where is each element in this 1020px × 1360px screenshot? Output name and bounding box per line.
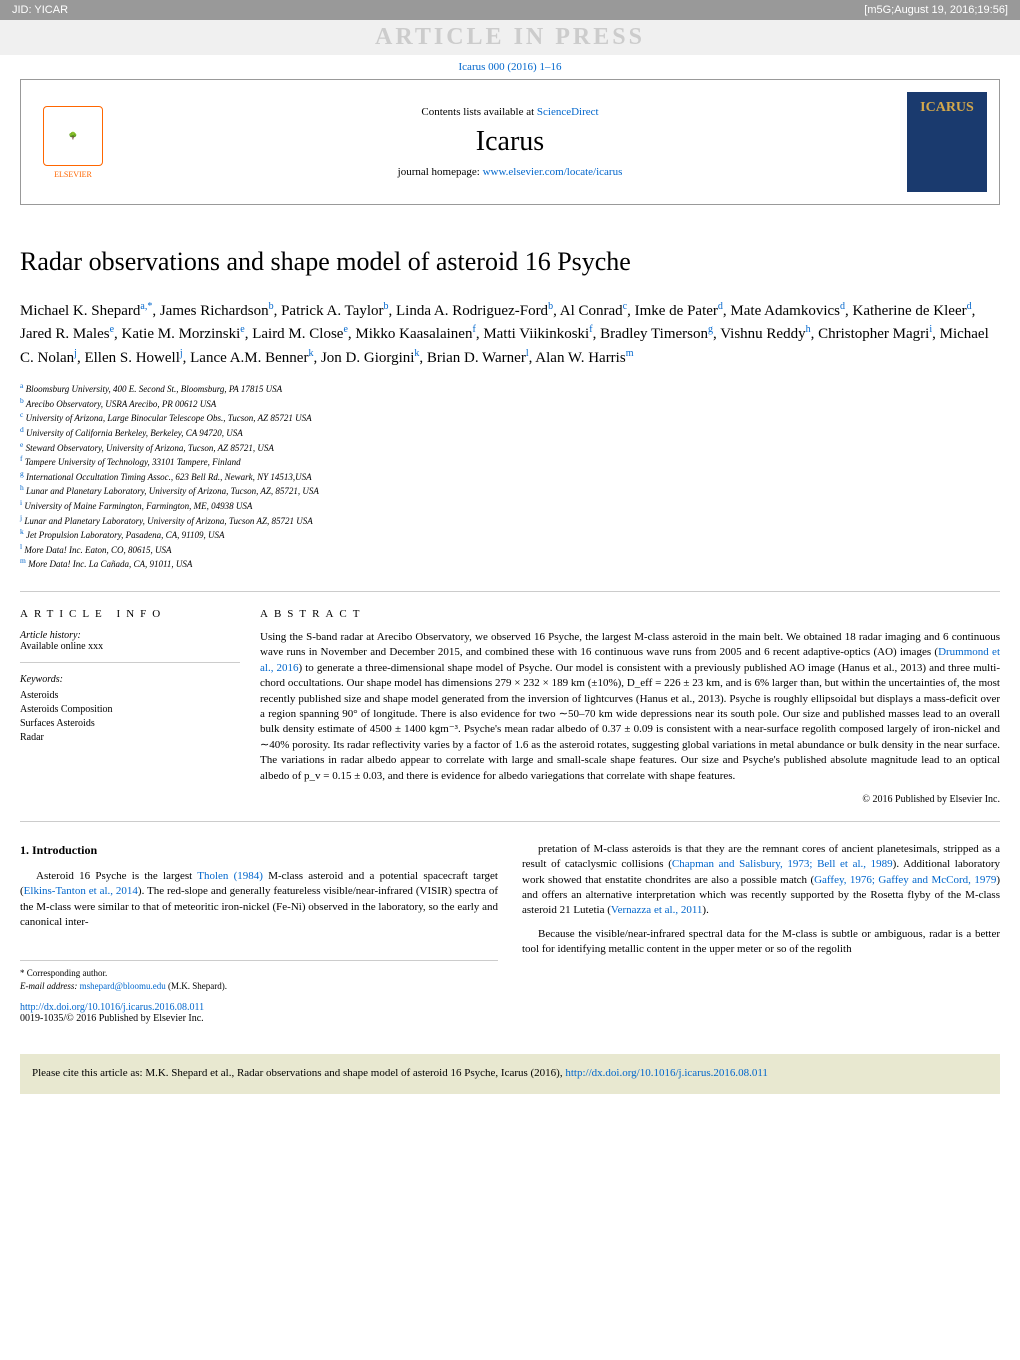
article-history: Article history: Available online xxx: [20, 630, 240, 663]
abstract-label: ABSTRACT: [260, 608, 1000, 620]
journal-cover: ICARUS: [907, 92, 987, 192]
jid: JID: YICAR: [12, 4, 68, 16]
email-line: E-mail address: mshepard@bloomu.edu (M.K…: [20, 980, 498, 993]
cover-title: ICARUS: [911, 100, 983, 116]
homepage-link[interactable]: www.elsevier.com/locate/icarus: [483, 166, 623, 178]
affiliation-item: m More Data! Inc. La Cañada, CA, 91011, …: [20, 556, 1000, 571]
corresponding-author: * Corresponding author.: [20, 967, 498, 980]
affiliation-item: l More Data! Inc. Eaton, CO, 80615, USA: [20, 542, 1000, 557]
cite-link[interactable]: http://dx.doi.org/10.1016/j.icarus.2016.…: [565, 1067, 768, 1079]
cite-text: Please cite this article as: M.K. Shepar…: [32, 1067, 565, 1079]
article-info-label: ARTICLE INFO: [20, 608, 240, 620]
intro-heading: 1. Introduction: [20, 842, 498, 859]
affiliation-item: f Tampere University of Technology, 3310…: [20, 454, 1000, 469]
affiliation-item: e Steward Observatory, University of Ari…: [20, 440, 1000, 455]
body-p2: pretation of M-class asteroids is that t…: [522, 842, 1000, 919]
history-label: Article history:: [20, 630, 240, 641]
elsevier-text: ELSEVIER: [54, 170, 92, 179]
divider-2: [20, 821, 1000, 822]
affiliation-item: c University of Arizona, Large Binocular…: [20, 410, 1000, 425]
journal-ref-link[interactable]: Icarus 000 (2016) 1–16: [459, 61, 562, 73]
press-banner: ARTICLE IN PRESS: [0, 20, 1020, 55]
contents-line: Contents lists available at ScienceDirec…: [113, 106, 907, 118]
elsevier-tree-icon: 🌳: [43, 106, 103, 166]
elsevier-logo: 🌳 ELSEVIER: [33, 97, 113, 187]
cite-box: Please cite this article as: M.K. Shepar…: [20, 1054, 1000, 1093]
abstract-text: Using the S-band radar at Arecibo Observ…: [260, 630, 1000, 784]
header-box: 🌳 ELSEVIER Contents lists available at S…: [20, 79, 1000, 205]
body-col-left: 1. Introduction Asteroid 16 Psyche is th…: [20, 842, 498, 993]
article-info-col: ARTICLE INFO Article history: Available …: [20, 608, 260, 805]
affiliation-item: a Bloomsburg University, 400 E. Second S…: [20, 381, 1000, 396]
info-abstract-row: ARTICLE INFO Article history: Available …: [20, 592, 1000, 805]
affiliation-item: j Lunar and Planetary Laboratory, Univer…: [20, 513, 1000, 528]
keyword-item: Radar: [20, 731, 240, 745]
homepage-line: journal homepage: www.elsevier.com/locat…: [113, 166, 907, 178]
doi-link[interactable]: http://dx.doi.org/10.1016/j.icarus.2016.…: [20, 1002, 204, 1013]
affiliation-item: d University of California Berkeley, Ber…: [20, 425, 1000, 440]
keywords: Keywords: AsteroidsAsteroids Composition…: [20, 673, 240, 745]
intro-p1: Asteroid 16 Psyche is the largest Tholen…: [20, 869, 498, 931]
body-section: 1. Introduction Asteroid 16 Psyche is th…: [20, 842, 1000, 993]
body-col-right: pretation of M-class asteroids is that t…: [522, 842, 1000, 993]
affiliation-item: b Arecibo Observatory, USRA Arecibo, PR …: [20, 396, 1000, 411]
keywords-label: Keywords:: [20, 673, 240, 687]
history-text: Available online xxx: [20, 641, 240, 652]
sciencedirect-link[interactable]: ScienceDirect: [537, 106, 599, 118]
copyright: © 2016 Published by Elsevier Inc.: [260, 794, 1000, 805]
header-center: Contents lists available at ScienceDirec…: [113, 106, 907, 178]
body-p3: Because the visible/near-infrared spectr…: [522, 927, 1000, 958]
footnote: * Corresponding author. E-mail address: …: [20, 960, 498, 992]
journal-name: Icarus: [113, 126, 907, 158]
issn: 0019-1035/© 2016 Published by Elsevier I…: [20, 1013, 204, 1024]
journal-ref: Icarus 000 (2016) 1–16: [0, 55, 1020, 79]
doi-section: http://dx.doi.org/10.1016/j.icarus.2016.…: [20, 1002, 1000, 1024]
abstract-col: ABSTRACT Using the S-band radar at Areci…: [260, 608, 1000, 805]
affiliation-item: g International Occultation Timing Assoc…: [20, 469, 1000, 484]
keywords-list: AsteroidsAsteroids CompositionSurfaces A…: [20, 689, 240, 745]
keyword-item: Asteroids Composition: [20, 703, 240, 717]
top-bar: JID: YICAR [m5G;August 19, 2016;19:56]: [0, 0, 1020, 20]
affiliation-item: i University of Maine Farmington, Farmin…: [20, 498, 1000, 513]
meta-stamp: [m5G;August 19, 2016;19:56]: [864, 4, 1008, 16]
article-title: Radar observations and shape model of as…: [20, 245, 1000, 279]
email-link[interactable]: mshepard@bloomu.edu: [80, 981, 166, 991]
affiliation-item: h Lunar and Planetary Laboratory, Univer…: [20, 483, 1000, 498]
keyword-item: Asteroids: [20, 689, 240, 703]
affiliations: a Bloomsburg University, 400 E. Second S…: [20, 381, 1000, 571]
keyword-item: Surfaces Asteroids: [20, 717, 240, 731]
authors: Michael K. Sheparda,*, James Richardsonb…: [20, 299, 1000, 370]
affiliation-item: k Jet Propulsion Laboratory, Pasadena, C…: [20, 527, 1000, 542]
